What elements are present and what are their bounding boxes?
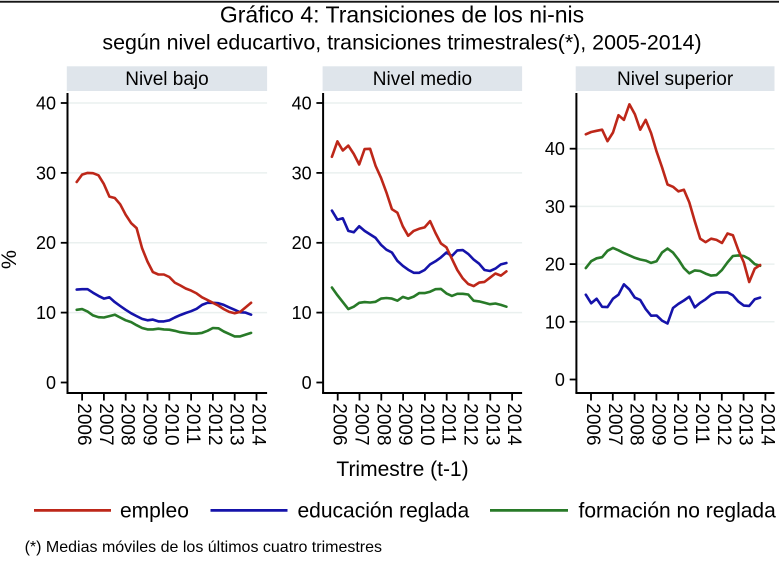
- svg-text:10: 10: [545, 312, 565, 332]
- svg-text:30: 30: [545, 197, 565, 217]
- svg-text:2013: 2013: [226, 403, 247, 445]
- svg-text:2014: 2014: [756, 403, 777, 446]
- svg-text:empleo: empleo: [120, 499, 189, 522]
- svg-text:Gráfico 4: Transiciones de los: Gráfico 4: Transiciones de los ni-nis: [220, 2, 584, 28]
- svg-text:30: 30: [292, 163, 312, 183]
- svg-text:30: 30: [36, 163, 56, 183]
- svg-text:2006: 2006: [73, 403, 94, 445]
- svg-text:2006: 2006: [582, 403, 603, 445]
- svg-text:Nivel superior: Nivel superior: [617, 69, 734, 90]
- svg-text:20: 20: [292, 233, 312, 253]
- svg-text:0: 0: [302, 373, 312, 393]
- svg-text:formación no reglada: formación no reglada: [579, 499, 777, 522]
- svg-text:2007: 2007: [95, 403, 116, 445]
- svg-text:40: 40: [292, 94, 312, 114]
- svg-text:2008: 2008: [117, 403, 138, 445]
- svg-text:2008: 2008: [372, 403, 393, 445]
- svg-text:0: 0: [46, 373, 56, 393]
- svg-text:2013: 2013: [481, 403, 502, 445]
- svg-text:2012: 2012: [713, 403, 734, 445]
- svg-text:40: 40: [36, 94, 56, 114]
- svg-text:Trimestre (t-1): Trimestre (t-1): [336, 458, 468, 481]
- svg-text:40: 40: [545, 139, 565, 159]
- svg-text:%: %: [0, 250, 21, 269]
- svg-text:2009: 2009: [647, 403, 668, 445]
- svg-text:2011: 2011: [438, 403, 459, 444]
- svg-text:educación reglada: educación reglada: [298, 499, 470, 522]
- svg-text:Nivel bajo: Nivel bajo: [125, 69, 208, 90]
- svg-text:20: 20: [36, 233, 56, 253]
- svg-text:2008: 2008: [626, 403, 647, 445]
- svg-text:Nivel medio: Nivel medio: [373, 69, 472, 90]
- svg-text:20: 20: [545, 255, 565, 275]
- svg-text:2007: 2007: [351, 403, 372, 445]
- svg-text:2012: 2012: [204, 403, 225, 445]
- svg-text:2013: 2013: [735, 403, 756, 445]
- svg-text:2014: 2014: [503, 403, 524, 446]
- svg-text:2007: 2007: [604, 403, 625, 445]
- svg-text:2009: 2009: [139, 403, 160, 445]
- svg-text:2010: 2010: [669, 403, 690, 445]
- svg-text:2012: 2012: [460, 403, 481, 445]
- svg-text:(*) Medias móviles de los últi: (*) Medias móviles de los últimos cuatro…: [25, 539, 382, 556]
- svg-text:10: 10: [36, 303, 56, 323]
- svg-text:2011: 2011: [182, 403, 203, 444]
- svg-text:2014: 2014: [248, 403, 269, 446]
- svg-text:0: 0: [555, 370, 565, 390]
- svg-text:2006: 2006: [329, 403, 350, 445]
- svg-text:2009: 2009: [394, 403, 415, 445]
- svg-text:2010: 2010: [160, 403, 181, 445]
- svg-text:10: 10: [292, 303, 312, 323]
- svg-text:2011: 2011: [691, 403, 712, 444]
- svg-text:según nivel educartivo, transi: según nivel educartivo, transiciones tri…: [102, 31, 701, 55]
- svg-text:2010: 2010: [416, 403, 437, 445]
